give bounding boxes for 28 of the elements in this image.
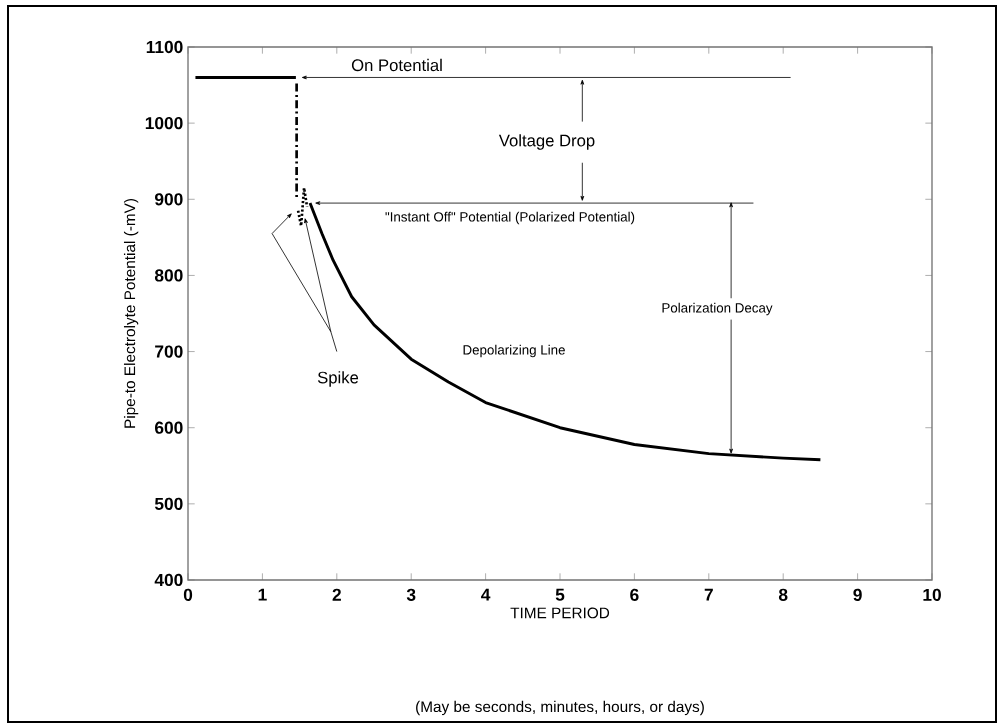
x-axis-title: TIME PERIOD — [510, 607, 610, 619]
y-tick-label: 800 — [154, 269, 183, 282]
annotation: Depolarizing Line — [463, 344, 565, 358]
y-tick-label: 400 — [154, 573, 183, 587]
x-tick-label: 3 — [406, 588, 416, 601]
y-tick-label: 1000 — [145, 117, 183, 130]
y-tick-label: 900 — [154, 193, 183, 206]
x-tick-label: 6 — [630, 588, 639, 601]
y-tick-label: 1100 — [146, 40, 183, 54]
y-tick-label: 600 — [155, 421, 183, 434]
y-axis-title: Pipe-to Electrolyte Potential (-mV) — [123, 199, 139, 428]
x-tick-label: 5 — [555, 588, 565, 601]
x-tick-label: 1 — [258, 588, 267, 601]
annotation: Voltage Drop — [498, 134, 595, 150]
x-tick-label: 10 — [923, 588, 941, 601]
y-tick-label: 700 — [155, 345, 183, 358]
y-tick-label: 500 — [154, 497, 183, 510]
x-tick-label: 0 — [183, 588, 193, 601]
x-tick-label: 7 — [704, 588, 713, 601]
annotation: On Potential — [351, 58, 442, 72]
annotation: Spike — [317, 371, 359, 387]
x-tick-label: 2 — [332, 588, 341, 601]
annotation: Polarization Decay — [662, 302, 773, 316]
annotation: "Instant Off" Potential (Polarized Potential) — [385, 211, 635, 225]
x-tick-label: 9 — [853, 588, 862, 601]
text: (May be seconds, minutes, hours, or days) — [416, 700, 704, 716]
x-tick-label: 8 — [778, 588, 788, 601]
x-tick-label: 4 — [481, 588, 491, 601]
